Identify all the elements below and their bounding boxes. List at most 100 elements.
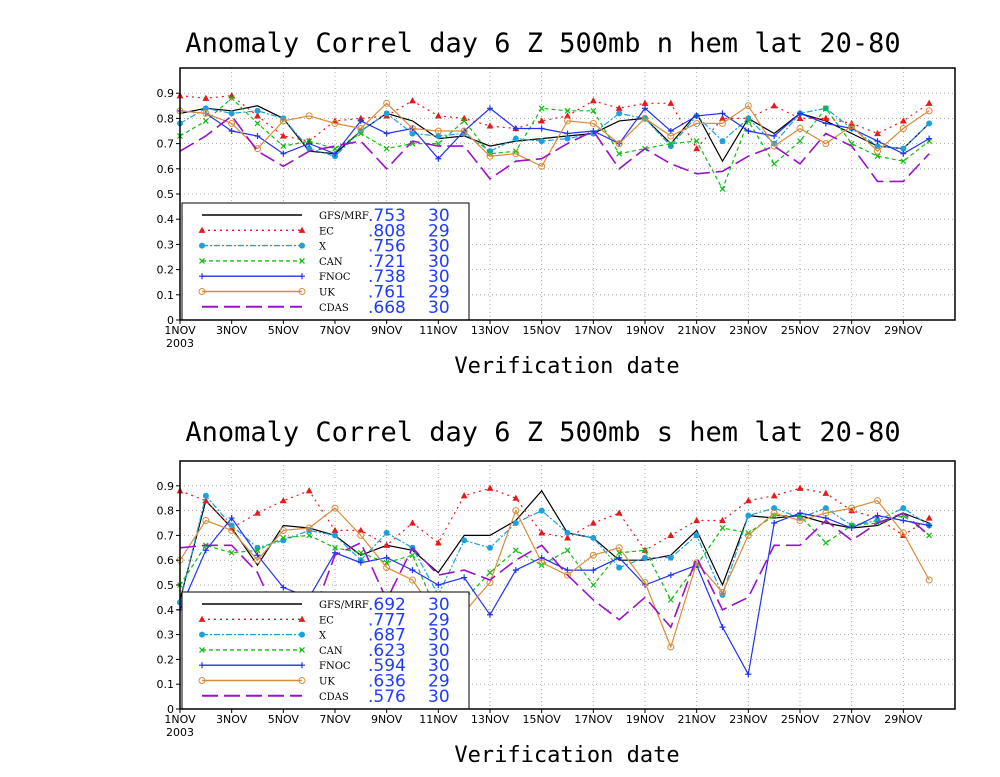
data-point-marker	[487, 611, 493, 618]
y-tick-label: 0.1	[157, 678, 175, 691]
legend-label: EC	[319, 615, 334, 626]
data-point-marker	[925, 99, 933, 106]
legend-count: 29	[428, 283, 450, 303]
y-tick-label: 0.6	[157, 163, 175, 176]
x-tick-label: 1NOV	[164, 324, 196, 337]
data-point-marker	[822, 509, 830, 517]
data-point-marker	[822, 489, 830, 496]
data-point-marker	[280, 584, 287, 591]
data-point-marker	[280, 534, 287, 541]
series-gfs-mrf	[179, 489, 930, 601]
y-tick-label: 0.7	[157, 529, 175, 542]
legend-label: X	[319, 631, 327, 642]
data-point-marker	[564, 130, 571, 137]
legend-count: 30	[428, 687, 450, 707]
y-tick-label: 0.9	[157, 87, 175, 100]
legend-marker	[199, 646, 205, 653]
data-point-marker	[279, 497, 287, 504]
data-point-marker	[512, 520, 519, 526]
legend-marker	[198, 615, 206, 622]
data-point-marker	[357, 526, 365, 534]
legend-score: .687	[368, 626, 406, 646]
data-point-marker	[461, 117, 468, 124]
legend-label: CAN	[319, 646, 343, 657]
legend-score: .777	[368, 610, 406, 630]
data-point-marker	[305, 112, 313, 120]
y-tick-label: 0.9	[157, 480, 175, 493]
data-point-marker	[616, 549, 623, 556]
data-point-marker	[926, 522, 933, 529]
data-point-marker	[254, 120, 261, 127]
data-point-marker	[202, 497, 210, 504]
data-point-marker	[848, 507, 856, 514]
data-point-marker	[719, 114, 726, 121]
data-point-marker	[822, 114, 830, 121]
data-point-marker	[383, 130, 390, 137]
data-point-marker	[254, 112, 261, 119]
data-point-marker	[797, 138, 803, 145]
data-point-marker	[305, 487, 313, 494]
data-point-marker	[796, 124, 804, 132]
data-point-marker	[357, 549, 364, 556]
legend-marker	[299, 273, 305, 280]
legend-entry: EC .777 29	[198, 610, 450, 630]
legend-count: 30	[428, 626, 450, 646]
data-point-marker	[383, 99, 391, 107]
series-line	[179, 114, 930, 183]
data-point-marker	[305, 524, 313, 532]
data-point-marker	[719, 138, 726, 145]
x-tick-label: 27NOV	[833, 713, 872, 726]
data-point-marker	[615, 544, 623, 552]
y-tick-label: 0.1	[157, 289, 175, 302]
legend-entry: GFS/MRF .753 30	[202, 206, 450, 226]
legend-label: EC	[319, 226, 334, 237]
legend-entry: EC .808 29	[198, 221, 450, 241]
data-point-marker	[332, 150, 338, 157]
data-point-marker	[228, 522, 235, 529]
data-point-marker	[616, 110, 623, 117]
data-point-marker	[331, 119, 339, 127]
data-point-marker	[228, 95, 235, 102]
data-point-marker	[925, 576, 933, 584]
data-point-marker	[615, 104, 623, 111]
data-point-marker	[719, 525, 726, 531]
legend-label: UK	[319, 677, 335, 688]
data-point-marker	[460, 127, 468, 135]
data-point-marker	[719, 516, 726, 524]
legend-marker	[299, 631, 305, 638]
data-point-marker	[383, 110, 390, 117]
data-point-marker	[771, 133, 778, 140]
data-point-marker	[564, 112, 571, 119]
x-tick-label: 21NOV	[678, 324, 717, 337]
data-point-marker	[254, 133, 261, 140]
data-point-marker	[848, 122, 856, 130]
legend-label: GFS/MRF	[319, 211, 369, 222]
legend-marker	[198, 677, 206, 684]
data-point-marker	[744, 102, 752, 110]
data-point-marker	[874, 512, 881, 519]
y-axis: 0 0.1 0.2 0.3 0.4 0.5 0.6 0.7 0.8 0.9	[157, 87, 180, 327]
series-line	[179, 95, 930, 150]
legend-label: CDAS	[319, 303, 349, 314]
legend-count: 30	[428, 595, 450, 615]
legend-entry: FNOC .738 30	[199, 267, 450, 287]
data-point-marker	[616, 150, 623, 157]
x-tick-label: 19NOV	[626, 713, 665, 726]
series-line	[179, 512, 930, 631]
data-point-marker	[538, 529, 546, 536]
data-point-marker	[745, 671, 752, 678]
data-point-marker	[925, 514, 933, 521]
legend-entry: UK .636 29	[198, 672, 450, 692]
legend-score: .738	[368, 267, 406, 287]
data-point-marker	[848, 504, 856, 512]
y-tick-label: 0.7	[157, 138, 175, 151]
data-point-marker	[409, 97, 416, 104]
x-tick-label: 17NOV	[574, 713, 613, 726]
legend-score: .692	[368, 595, 406, 615]
data-point-marker	[745, 512, 752, 519]
data-point-marker	[770, 102, 778, 109]
x-tick-label: 9NOV	[371, 324, 403, 337]
data-point-marker	[461, 574, 468, 581]
series-ec	[176, 92, 933, 152]
